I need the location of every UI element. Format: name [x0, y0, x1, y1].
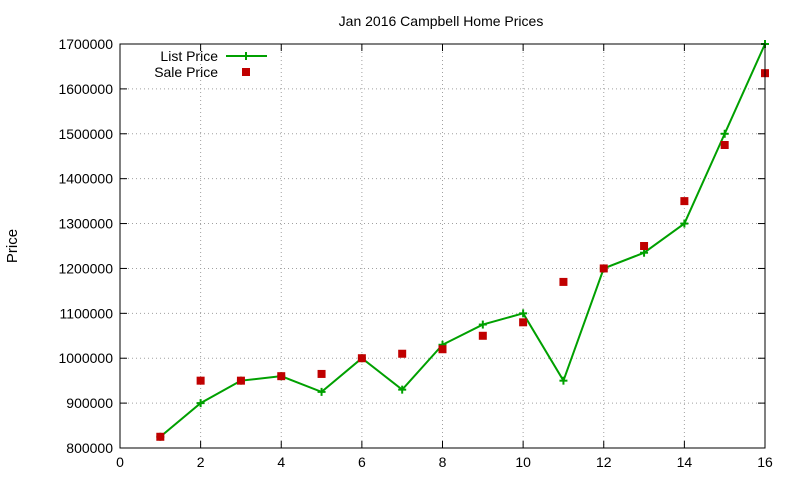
x-tick-label: 4	[277, 454, 285, 470]
sale-price-point	[236, 376, 245, 385]
legend-square-marker	[242, 68, 250, 76]
y-tick-label: 1700000	[58, 36, 113, 52]
sale-price-point	[599, 264, 608, 273]
sale-price-point	[277, 372, 286, 381]
sale-price-point	[519, 318, 528, 327]
y-axis-label: Price	[4, 229, 21, 263]
sale-price-point	[317, 369, 326, 378]
y-tick-label: 1600000	[58, 81, 113, 97]
x-tick-label: 8	[439, 454, 447, 470]
x-tick-label: 14	[677, 454, 693, 470]
x-tick-label: 0	[116, 454, 124, 470]
x-tick-label: 6	[358, 454, 366, 470]
list-price-point	[680, 219, 689, 228]
sale-price-point	[156, 432, 165, 441]
y-tick-label: 1100000	[60, 305, 114, 321]
y-tick-label: 1000000	[58, 350, 113, 366]
y-tick-label: 1200000	[58, 260, 113, 276]
plot-frame	[119, 43, 766, 449]
legend-label: List Price	[160, 48, 218, 64]
legend-label: Sale Price	[154, 64, 218, 80]
x-tick-label: 16	[757, 454, 773, 470]
list-price-point	[559, 376, 568, 385]
sale-price-point	[398, 349, 407, 358]
series-layer	[156, 40, 769, 441]
list-price-point	[478, 320, 487, 329]
list-price-point	[317, 387, 326, 396]
x-tick-label: 2	[197, 454, 205, 470]
y-tick-label: 900000	[66, 395, 113, 411]
sale-price-point	[196, 376, 205, 385]
list-price-point	[196, 399, 205, 408]
x-tick-label: 12	[596, 454, 612, 470]
series-1	[156, 40, 769, 441]
y-tick-label: 1500000	[58, 126, 113, 142]
list-price-line	[159, 43, 766, 438]
sale-price-point	[559, 277, 568, 286]
list-price-point	[519, 309, 528, 318]
y-tick-label: 1300000	[58, 216, 113, 232]
sale-price-point	[680, 197, 689, 206]
sale-price-point	[478, 331, 487, 340]
y-tick-label: 1400000	[58, 171, 113, 187]
list-price-point	[398, 385, 407, 394]
y-tick-label: 800000	[66, 440, 113, 456]
grid	[120, 44, 765, 448]
axes: 0 2 4 6 8 10 12 14 16 800000 900000 1000000 1100000 1…	[58, 36, 773, 470]
x-tick-label: 10	[515, 454, 531, 470]
legend-plus-marker	[242, 52, 250, 60]
list-price-point	[720, 129, 729, 138]
chart-title: Jan 2016 Campbell Home Prices	[339, 13, 544, 29]
sale-price-point	[357, 354, 366, 363]
sale-price-point	[720, 141, 729, 149]
list-price-point	[640, 248, 649, 257]
sale-price-point	[640, 242, 649, 250]
series-2	[156, 69, 769, 441]
sale-price-point	[438, 345, 447, 354]
